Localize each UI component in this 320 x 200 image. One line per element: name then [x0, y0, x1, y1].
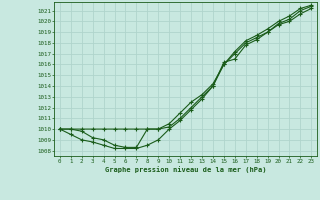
X-axis label: Graphe pression niveau de la mer (hPa): Graphe pression niveau de la mer (hPa): [105, 167, 266, 173]
